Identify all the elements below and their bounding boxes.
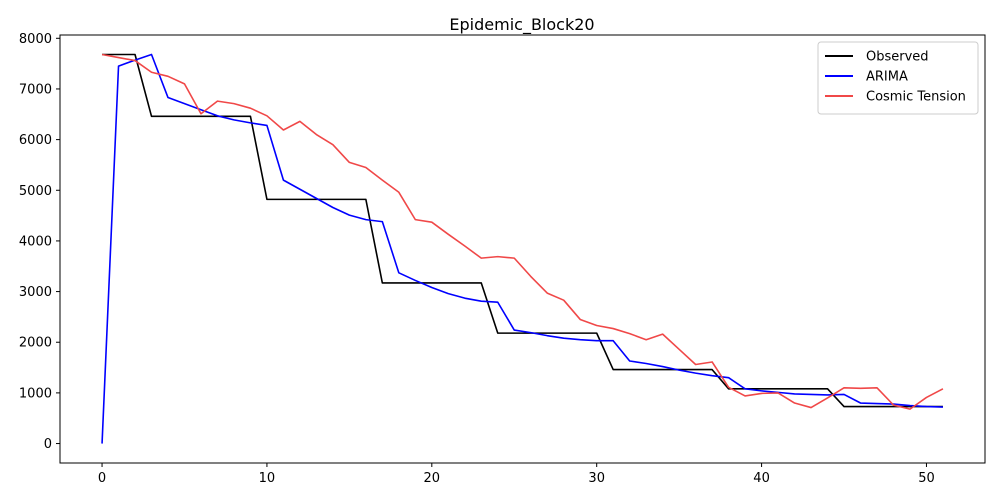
y-tick-label: 5000 bbox=[19, 184, 52, 199]
x-tick-label: 40 bbox=[753, 471, 770, 486]
plot-area-frame bbox=[59, 34, 986, 464]
x-tick-label: 10 bbox=[259, 471, 276, 486]
plot-lines bbox=[101, 53, 944, 444]
legend-label: ARIMA bbox=[866, 70, 908, 85]
x-tick-label: 20 bbox=[424, 471, 441, 486]
series-line-arima bbox=[101, 53, 943, 444]
y-tick-label: 1000 bbox=[19, 386, 52, 401]
legend-box bbox=[817, 41, 979, 115]
y-tick-label: 4000 bbox=[19, 234, 52, 249]
y-axis: 0 1000 2000 3000 4000 5000 6000 7000 8000 bbox=[19, 32, 60, 452]
legend-label: Observed bbox=[866, 50, 929, 65]
x-tick-label: 0 bbox=[98, 471, 106, 486]
y-tick-label: 8000 bbox=[19, 32, 52, 47]
y-tick-label: 2000 bbox=[19, 336, 52, 351]
y-tick-label: 0 bbox=[44, 437, 52, 452]
chart-title: Epidemic_Block20 bbox=[449, 15, 594, 35]
legend-label: Cosmic Tension bbox=[866, 90, 966, 105]
y-tick-label: 3000 bbox=[19, 285, 52, 300]
series-line-observed bbox=[102, 53, 943, 408]
y-tick-label: 7000 bbox=[19, 82, 52, 97]
y-tick-label: 6000 bbox=[19, 133, 52, 148]
series-line-cosmic-tension bbox=[101, 53, 944, 410]
x-tick-label: 50 bbox=[918, 471, 935, 486]
x-tick-label: 30 bbox=[588, 471, 605, 486]
x-axis: 0 10 20 30 40 50 bbox=[98, 463, 935, 486]
legend: Observed ARIMA Cosmic Tension bbox=[817, 41, 979, 115]
